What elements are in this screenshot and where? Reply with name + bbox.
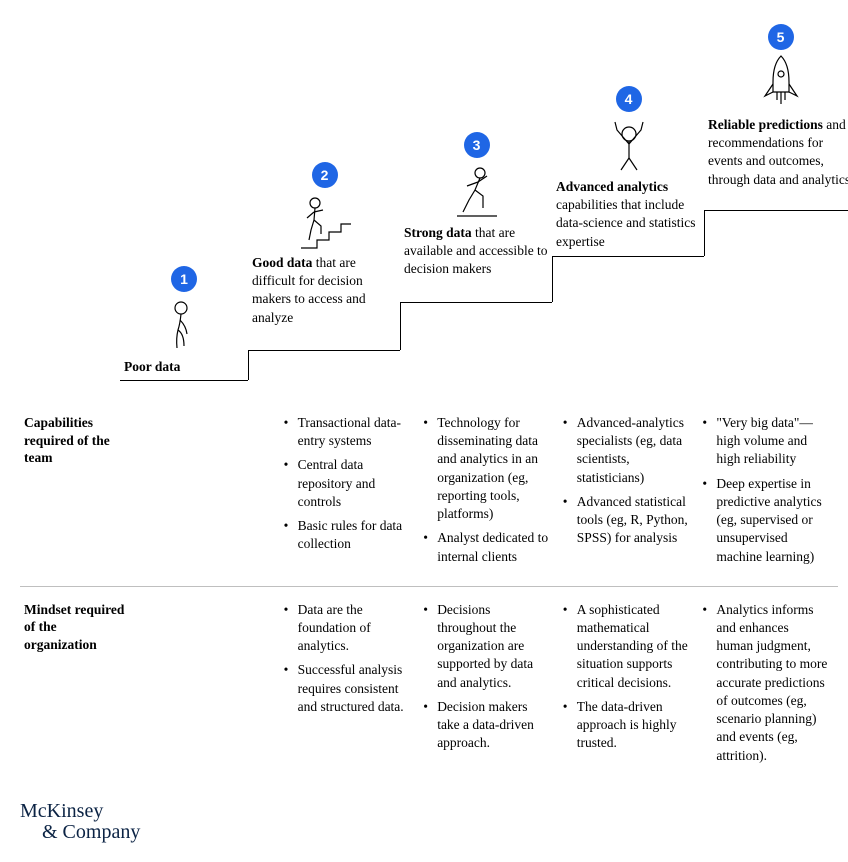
stage-2: 2 Good data that are difficult for decis…	[252, 162, 397, 327]
stage-badge-4: 4	[616, 86, 642, 112]
capabilities-col-3: Technology for disseminating data and an…	[419, 408, 559, 578]
capabilities-label: Capabilities required of the team	[20, 408, 140, 578]
stage-1: 1 Poor data	[124, 266, 244, 376]
mindset-label: Mindset required of the organization	[20, 595, 140, 777]
stage-3: 3 Strong data that are available and acc…	[404, 132, 549, 279]
stairs-figure-icon	[252, 194, 397, 250]
stage-4: 4 Advanced analytics capabilities that i…	[556, 86, 701, 251]
stage-badge-2: 2	[312, 162, 338, 188]
mindset-col-5: Analytics informs and enhances human jud…	[698, 595, 838, 777]
capabilities-col-5: "Very big data"—high volume and high rel…	[698, 408, 838, 578]
stage-1-text: Poor data	[124, 358, 244, 376]
stage-5: 5 Reliable predictions and recommen­dati…	[708, 24, 848, 189]
capabilities-col-4: Advanced-analytics specialists (eg, data…	[559, 408, 699, 578]
stage-2-text: Good data that are difficult for decisio…	[252, 254, 397, 327]
mindset-col-1	[140, 595, 280, 777]
stage-5-text: Reliable predictions and recommen­dation…	[708, 116, 848, 189]
stage-badge-3: 3	[464, 132, 490, 158]
slump-figure-icon	[124, 298, 244, 354]
cheer-figure-icon	[556, 118, 701, 174]
mindset-col-3: Decisions throughout the organization ar…	[419, 595, 559, 777]
mckinsey-logo: McKinsey & Company	[20, 801, 838, 843]
capabilities-col-2: Transactional data-entry systems Central…	[280, 408, 420, 578]
capabilities-col-1	[140, 408, 280, 578]
stage-4-text: Advanced analytics capabilities that inc…	[556, 178, 701, 251]
capabilities-row: Capabilities required of the team Transa…	[20, 408, 838, 578]
mindset-row: Mindset required of the organization Dat…	[20, 595, 838, 777]
rocket-icon	[708, 56, 848, 112]
mindset-col-4: A sophisticated mathematical understandi…	[559, 595, 699, 777]
mindset-col-2: Data are the foundation of analytics. Su…	[280, 595, 420, 777]
stage-3-text: Strong data that are available and acces…	[404, 224, 549, 279]
staircase-diagram: 1 Poor data 2	[20, 20, 838, 400]
row-divider	[20, 586, 838, 587]
stage-badge-5: 5	[768, 24, 794, 50]
running-figure-icon	[404, 164, 549, 220]
stage-badge-1: 1	[171, 266, 197, 292]
